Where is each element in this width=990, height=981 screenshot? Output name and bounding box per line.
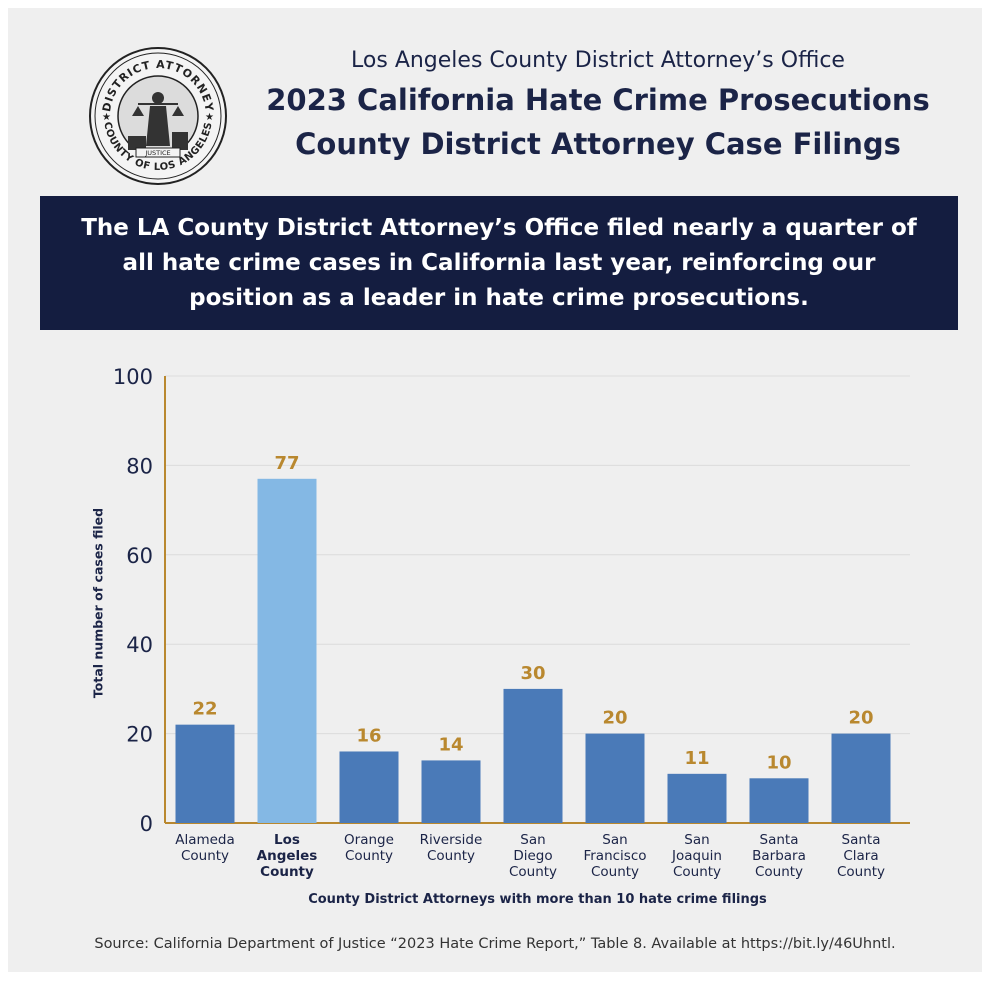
source-note: Source: California Department of Justice… bbox=[94, 936, 896, 952]
svg-text:★: ★ bbox=[205, 112, 214, 123]
x-tick-label: Alameda County bbox=[175, 832, 235, 864]
infographic-card: DISTRICT ATTORNEY COUNTY OF LOS ANGELES … bbox=[8, 8, 982, 972]
bar-value-label: 14 bbox=[438, 734, 463, 755]
x-tick-label: Los Angeles County bbox=[257, 832, 318, 880]
bar bbox=[421, 760, 481, 823]
bar-value-label: 20 bbox=[602, 708, 627, 729]
bar bbox=[175, 724, 235, 823]
y-tick-label: 20 bbox=[126, 723, 153, 747]
bar bbox=[667, 773, 727, 823]
banner-text: The LA County District Attorney’s Office… bbox=[81, 214, 917, 311]
title-line-1: 2023 California Hate Crime Prosecutions bbox=[266, 83, 930, 117]
x-tick-label: Santa Clara County bbox=[837, 832, 885, 880]
bar bbox=[503, 688, 563, 823]
page-title: 2023 California Hate Crime Prosecutions … bbox=[258, 78, 938, 166]
bar-value-label: 77 bbox=[274, 453, 299, 474]
bar-chart: 0 20 40 60 80 100 22 Alameda County 77 Los Angeles C… bbox=[113, 365, 910, 880]
y-tick-label: 60 bbox=[126, 544, 153, 568]
bar-value-label: 16 bbox=[356, 725, 381, 746]
y-tick-label: 100 bbox=[113, 365, 153, 389]
district-attorney-seal: DISTRICT ATTORNEY COUNTY OF LOS ANGELES … bbox=[89, 47, 227, 185]
x-axis-label: County District Attorneys with more than… bbox=[308, 892, 767, 907]
bar-value-label: 22 bbox=[192, 699, 217, 720]
x-tick-label: San Diego County bbox=[509, 832, 557, 880]
y-tick-label: 80 bbox=[126, 454, 153, 478]
x-tick-label: Orange County bbox=[344, 832, 394, 864]
bar bbox=[585, 733, 645, 823]
y-axis-label: Total number of cases filed bbox=[90, 507, 106, 699]
x-tick-label: Santa Barbara County bbox=[752, 832, 806, 880]
svg-text:JUSTICE: JUSTICE bbox=[144, 149, 170, 157]
bar-value-label: 10 bbox=[766, 752, 791, 773]
summary-banner: The LA County District Attorney’s Office… bbox=[40, 196, 958, 330]
y-tick-label: 0 bbox=[140, 812, 153, 836]
title-line-2: County District Attorney Case Filings bbox=[295, 127, 901, 161]
x-tick-label: Riverside County bbox=[420, 832, 483, 864]
bar-value-label: 30 bbox=[520, 663, 545, 684]
bar-value-label: 20 bbox=[848, 708, 873, 729]
x-tick-label: San Francisco County bbox=[583, 832, 646, 880]
y-tick-label: 40 bbox=[126, 633, 153, 657]
bar-value-label: 11 bbox=[684, 748, 709, 769]
svg-text:★: ★ bbox=[102, 112, 111, 123]
bar bbox=[831, 733, 891, 823]
bar bbox=[339, 751, 399, 823]
office-name: Los Angeles County District Attorney’s O… bbox=[351, 48, 845, 73]
bar bbox=[257, 478, 317, 823]
bar bbox=[749, 778, 809, 823]
x-tick-label: San Joaquin County bbox=[671, 832, 722, 880]
